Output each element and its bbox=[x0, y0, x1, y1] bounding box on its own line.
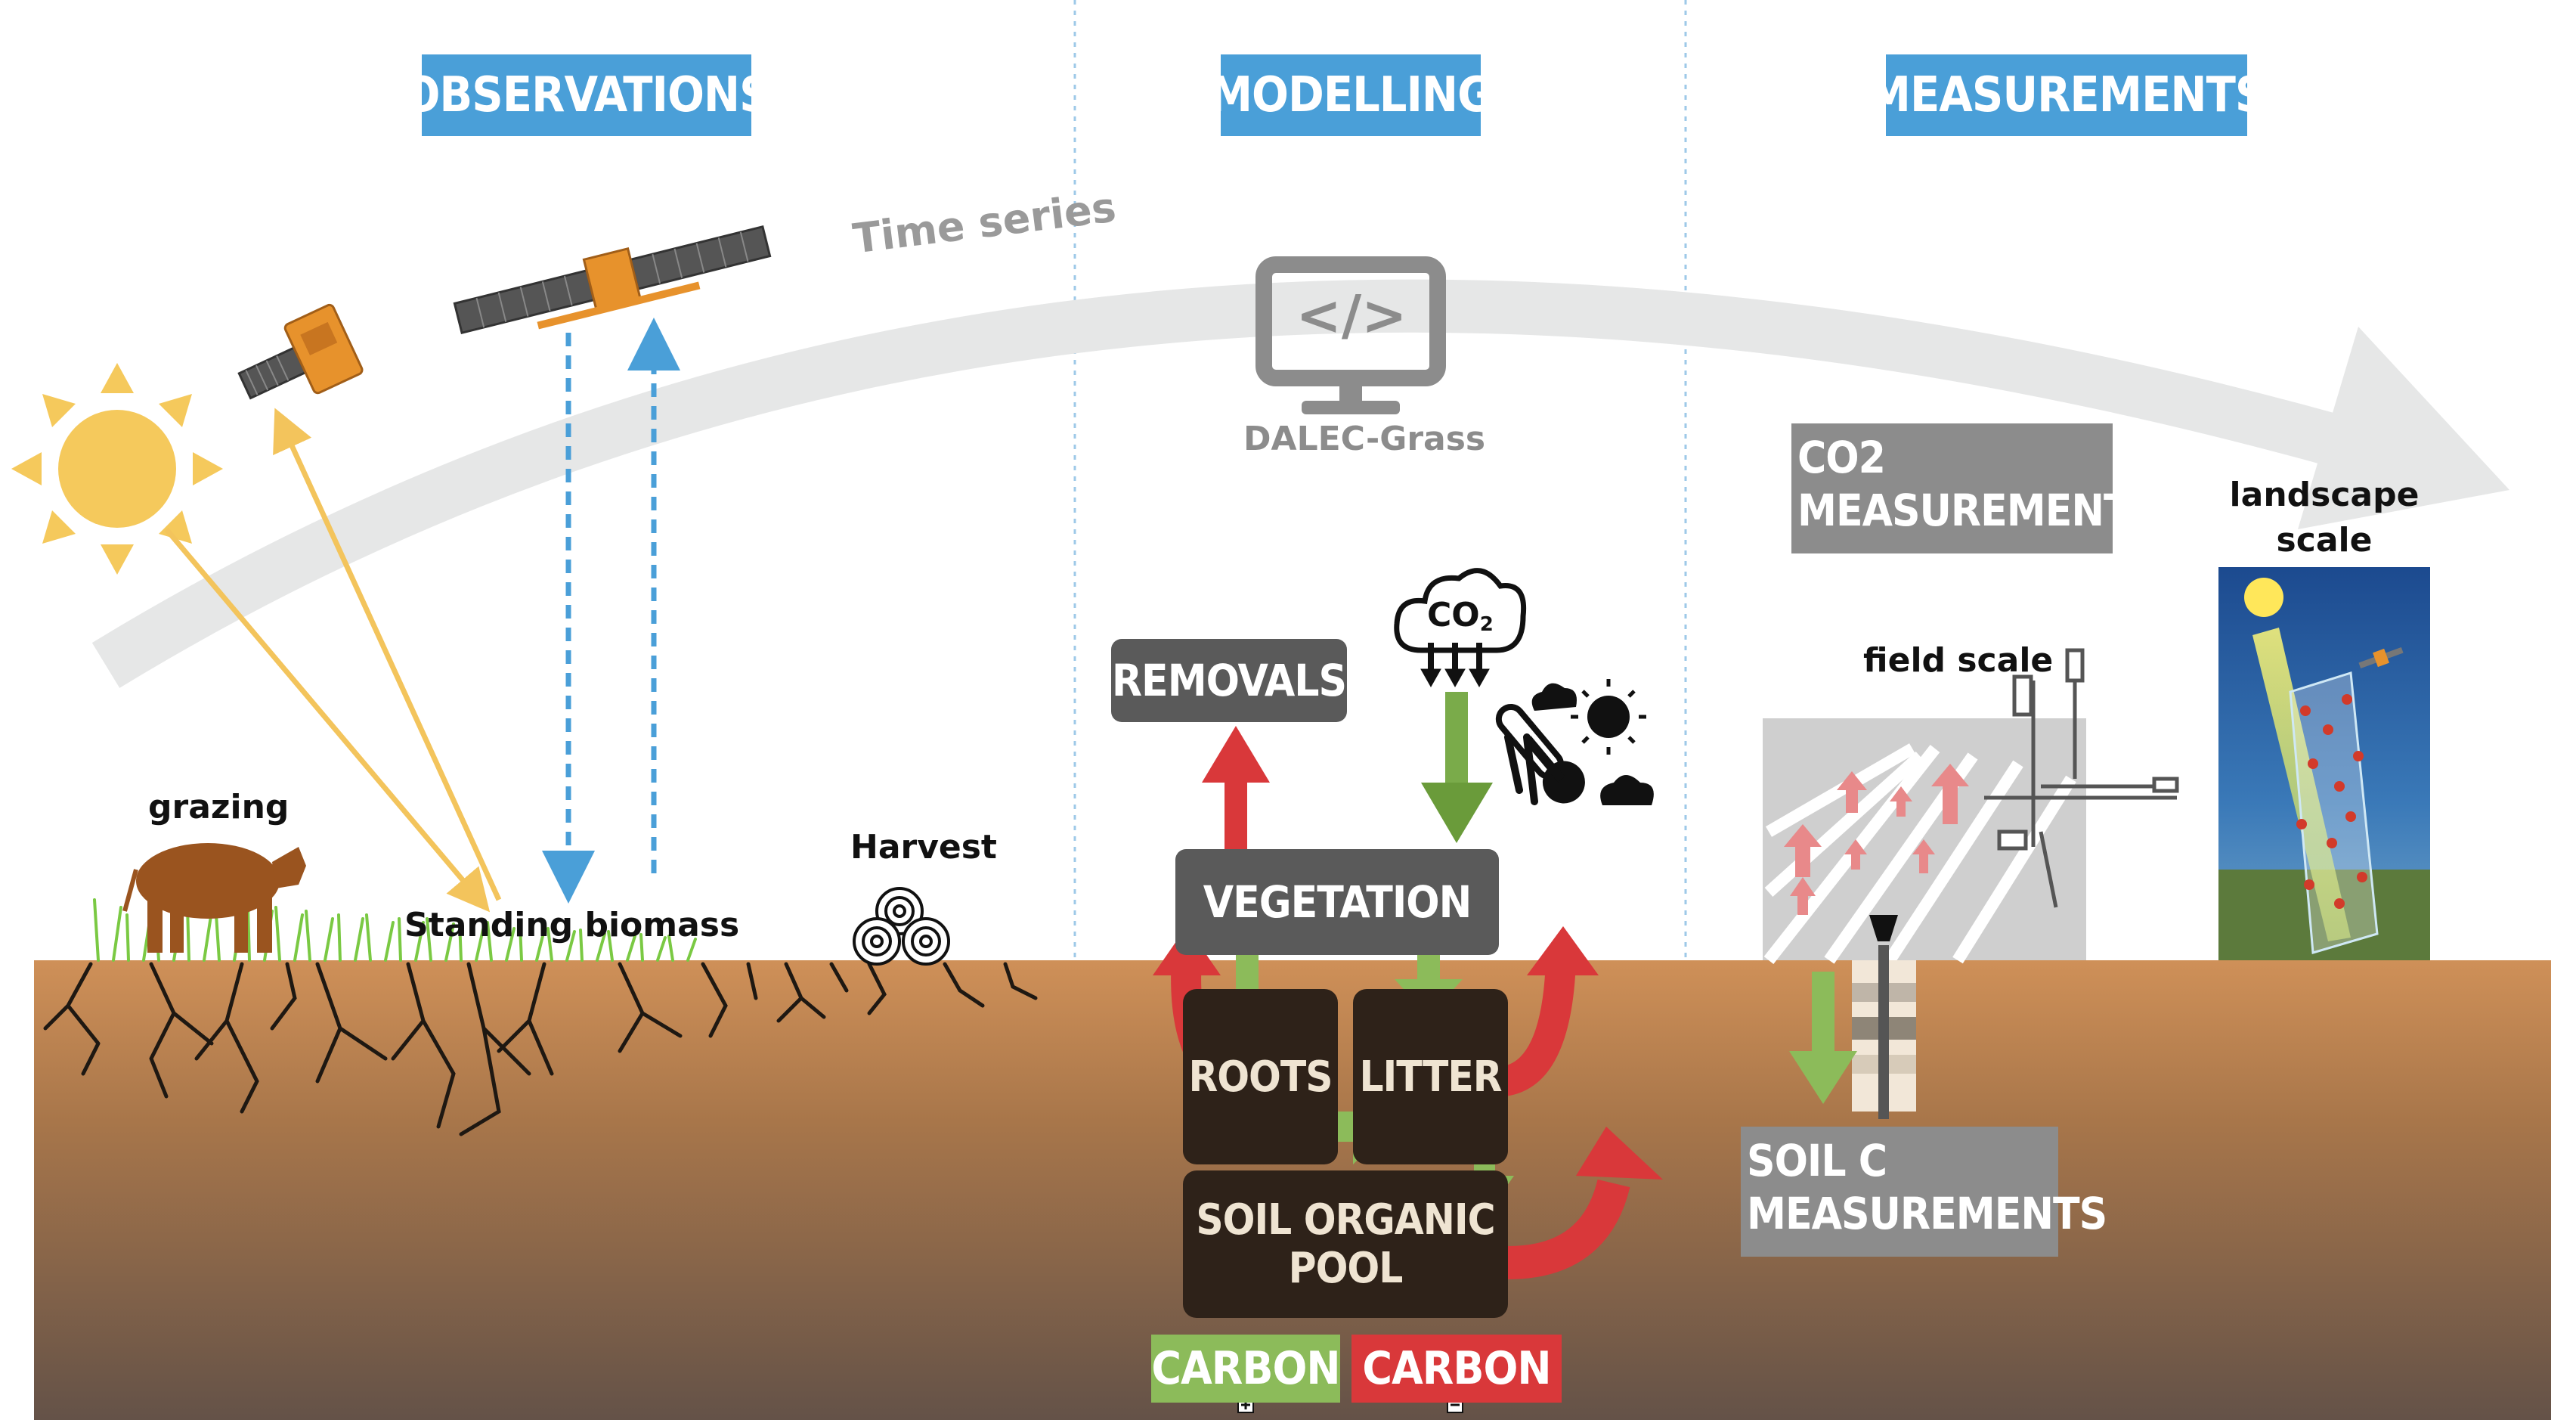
soil-c-measurements-line2: MEASUREMENTS bbox=[1747, 1188, 2107, 1239]
sun-icon bbox=[11, 363, 223, 575]
satellite-small-icon bbox=[237, 303, 364, 400]
time-series-arrow bbox=[91, 279, 2509, 688]
standing-biomass-label: Standing biomass bbox=[404, 906, 740, 944]
carbon-out-legend: CARBON bbox=[1351, 1335, 1562, 1403]
co2-uptake-arrow bbox=[1421, 692, 1493, 843]
code-symbol: </> bbox=[1296, 284, 1407, 347]
header-observations: OBSERVATIONS bbox=[403, 54, 771, 136]
co2-cloud-label: CO2 bbox=[1427, 596, 1494, 636]
co2-measurements-box: CO2 MEASUREMENTS bbox=[1791, 423, 2158, 553]
soil-core-icon bbox=[1852, 915, 1916, 1119]
soil-respiration-arrow bbox=[1507, 1127, 1663, 1279]
carbon-in-legend: CARBON bbox=[1151, 1335, 1341, 1403]
root-network bbox=[43, 962, 1038, 1136]
co2-measurements-line2: MEASUREMENTS bbox=[1797, 485, 2158, 536]
vegetation-box: VEGETATION bbox=[1175, 849, 1499, 955]
litter-box: LITTER bbox=[1353, 989, 1508, 1164]
removals-box: REMOVALS bbox=[1111, 639, 1347, 722]
hay-bales-icon bbox=[853, 887, 950, 966]
soil-c-measurements-line1: SOIL C bbox=[1747, 1135, 1887, 1186]
soil-organic-pool-line1: SOIL ORGANIC bbox=[1196, 1195, 1495, 1245]
harvest-label: Harvest bbox=[850, 828, 997, 867]
header-measurements: MEASUREMENTS bbox=[1868, 54, 2266, 136]
field-scale-label: field scale bbox=[1863, 641, 2054, 680]
soil-organic-pool-box: SOIL ORGANIC POOL bbox=[1183, 1170, 1508, 1318]
field-scale-illustration bbox=[1763, 648, 2179, 964]
landscape-scale-line2: scale bbox=[2276, 521, 2373, 560]
grazing-label: grazing bbox=[148, 788, 289, 826]
computer-monitor-icon bbox=[1255, 256, 1446, 414]
co2-cloud-icon bbox=[1394, 568, 1527, 688]
sun-ray-incoming bbox=[164, 527, 491, 913]
landscape-scale-line1: landscape bbox=[2229, 476, 2420, 514]
co2-measurements-line1: CO2 bbox=[1797, 432, 1886, 483]
soil-organic-pool-line2: POOL bbox=[1288, 1243, 1404, 1293]
landscape-scale-illustration bbox=[2218, 567, 2430, 960]
removals-arrow bbox=[1202, 726, 1270, 851]
soil-c-measurements-box: SOIL C MEASUREMENTS bbox=[1741, 1127, 2107, 1257]
landscape-scale-label: landscape scale bbox=[2218, 473, 2430, 563]
litter-respiration-arrow bbox=[1500, 926, 1599, 1096]
satellite-large-icon bbox=[453, 225, 772, 335]
roots-box: ROOTS bbox=[1183, 989, 1338, 1164]
header-modelling: MODELLING bbox=[1209, 54, 1493, 136]
weather-climate-icon bbox=[1495, 679, 1654, 805]
cow-icon bbox=[122, 843, 306, 953]
model-name: DALEC-Grass bbox=[1243, 420, 1486, 458]
soil-c-arrow bbox=[1789, 972, 1857, 1104]
sun-ray-reflected bbox=[273, 408, 502, 901]
